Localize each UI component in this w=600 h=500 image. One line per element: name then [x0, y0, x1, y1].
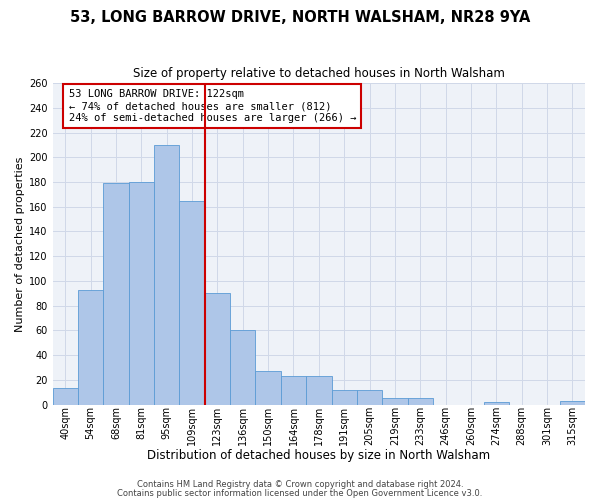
- Bar: [407, 398, 433, 404]
- Text: 53 LONG BARROW DRIVE: 122sqm
← 74% of detached houses are smaller (812)
24% of s: 53 LONG BARROW DRIVE: 122sqm ← 74% of de…: [68, 90, 356, 122]
- Text: Contains HM Land Registry data © Crown copyright and database right 2024.: Contains HM Land Registry data © Crown c…: [137, 480, 463, 489]
- Bar: [78, 290, 103, 405]
- Bar: [281, 376, 306, 404]
- X-axis label: Distribution of detached houses by size in North Walsham: Distribution of detached houses by size …: [147, 450, 490, 462]
- Bar: [179, 200, 205, 404]
- Bar: [306, 376, 332, 404]
- Title: Size of property relative to detached houses in North Walsham: Size of property relative to detached ho…: [133, 68, 505, 80]
- Bar: [154, 145, 179, 405]
- Bar: [484, 402, 509, 404]
- Bar: [230, 330, 256, 404]
- Bar: [53, 388, 78, 404]
- Bar: [129, 182, 154, 404]
- Bar: [382, 398, 407, 404]
- Bar: [357, 390, 382, 404]
- Bar: [560, 401, 585, 404]
- Bar: [205, 294, 230, 405]
- Bar: [103, 183, 129, 404]
- Y-axis label: Number of detached properties: Number of detached properties: [15, 156, 25, 332]
- Bar: [332, 390, 357, 404]
- Text: 53, LONG BARROW DRIVE, NORTH WALSHAM, NR28 9YA: 53, LONG BARROW DRIVE, NORTH WALSHAM, NR…: [70, 10, 530, 25]
- Bar: [256, 371, 281, 404]
- Text: Contains public sector information licensed under the Open Government Licence v3: Contains public sector information licen…: [118, 488, 482, 498]
